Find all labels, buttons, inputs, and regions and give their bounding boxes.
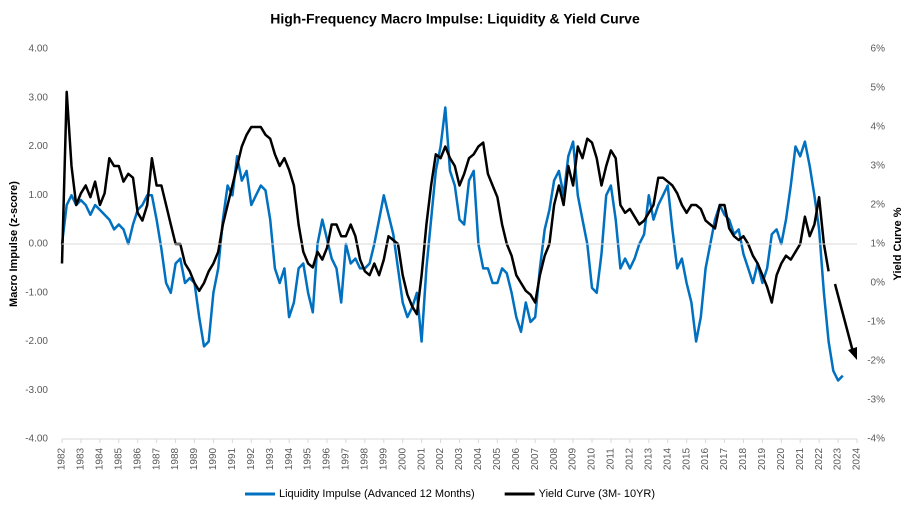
x-tick-label: 2021 xyxy=(795,447,806,470)
y2-tick-label: 5% xyxy=(871,83,886,94)
x-tick-label: 2019 xyxy=(757,447,768,470)
legend-label: Yield Curve (3M- 10YR) xyxy=(539,488,655,500)
y-tick-label: 1.00 xyxy=(29,190,49,201)
x-tick-label: 1999 xyxy=(378,447,389,470)
y-tick-label: 0.00 xyxy=(29,239,49,250)
x-tick-label: 1994 xyxy=(284,447,295,470)
x-tick-label: 2001 xyxy=(416,447,427,470)
x-tick-label: 1993 xyxy=(265,447,276,470)
y2-tick-label: 4% xyxy=(871,122,886,133)
x-tick-label: 2016 xyxy=(700,447,711,470)
x-tick-label: 1986 xyxy=(132,447,143,470)
x-tick-label: 2018 xyxy=(738,447,749,470)
x-tick-label: 2008 xyxy=(549,447,560,470)
x-tick-label: 2012 xyxy=(624,447,635,470)
legend-label: Liquidity Impulse (Advanced 12 Months) xyxy=(279,488,475,500)
y-tick-label: 2.00 xyxy=(29,141,49,152)
x-tick-label: 1985 xyxy=(113,447,124,470)
x-tick-label: 2004 xyxy=(473,447,484,470)
y2-tick-label: 0% xyxy=(871,278,886,289)
x-tick-label: 2024 xyxy=(852,447,863,470)
y-tick-label: 3.00 xyxy=(29,92,49,103)
x-tick-label: 1987 xyxy=(151,447,162,470)
y-tick-label: -1.00 xyxy=(25,287,48,298)
y2-tick-label: -3% xyxy=(867,395,885,406)
x-tick-label: 1997 xyxy=(341,447,352,470)
y2-tick-label: -4% xyxy=(867,434,885,445)
x-tick-label: 2007 xyxy=(530,447,541,470)
x-tick-label: 1995 xyxy=(303,447,314,470)
y-tick-label: -4.00 xyxy=(25,434,48,445)
x-tick-label: 1989 xyxy=(189,447,200,470)
x-tick-label: 2009 xyxy=(568,447,579,470)
x-tick-label: 2000 xyxy=(397,447,408,470)
x-tick-label: 2013 xyxy=(643,447,654,470)
y2-tick-label: -2% xyxy=(867,356,885,367)
x-tick-label: 1996 xyxy=(322,447,333,470)
y2-tick-label: 3% xyxy=(871,161,886,172)
y2-tick-label: 6% xyxy=(871,44,886,55)
x-tick-label: 1998 xyxy=(359,447,370,470)
x-tick-label: 2022 xyxy=(814,447,825,470)
arrow-head xyxy=(848,347,857,360)
x-tick-label: 2002 xyxy=(435,447,446,470)
y2-tick-label: 1% xyxy=(871,239,886,250)
plot-area xyxy=(60,90,844,382)
x-tick-label: 1983 xyxy=(76,447,87,470)
x-tick-label: 1982 xyxy=(57,447,68,470)
x-tick-label: 1990 xyxy=(208,447,219,470)
y2-axis-title: Yield Curve % xyxy=(892,207,904,280)
x-tick-label: 2003 xyxy=(454,447,465,470)
x-tick-label: 1984 xyxy=(94,447,105,470)
x-tick-label: 2020 xyxy=(776,447,787,470)
x-tick-label: 2006 xyxy=(511,447,522,470)
x-tick-label: 2023 xyxy=(833,447,844,470)
y-tick-label: -2.00 xyxy=(25,336,48,347)
y-tick-label: 4.00 xyxy=(29,44,49,55)
x-tick-label: 2014 xyxy=(662,447,673,470)
x-tick-label: 1988 xyxy=(170,447,181,470)
trend-arrow xyxy=(833,283,855,353)
y2-tick-label: 2% xyxy=(871,200,886,211)
x-tick-label: 2017 xyxy=(719,447,730,470)
y2-tick-label: -1% xyxy=(867,317,885,328)
x-tick-label: 2005 xyxy=(492,447,503,470)
x-tick-label: 1991 xyxy=(227,447,238,470)
x-tick-label: 2015 xyxy=(681,447,692,470)
series-line xyxy=(60,106,844,382)
x-tick-label: 1992 xyxy=(246,447,257,470)
chart-title: High-Frequency Macro Impulse: Liquidity … xyxy=(270,11,640,27)
series-line xyxy=(60,90,830,316)
x-tick-label: 2011 xyxy=(606,448,617,470)
x-tick-label: 2010 xyxy=(587,447,598,470)
y-tick-label: -3.00 xyxy=(25,385,48,396)
y-axis-title: Macro Impulse (z-score) xyxy=(8,181,20,307)
